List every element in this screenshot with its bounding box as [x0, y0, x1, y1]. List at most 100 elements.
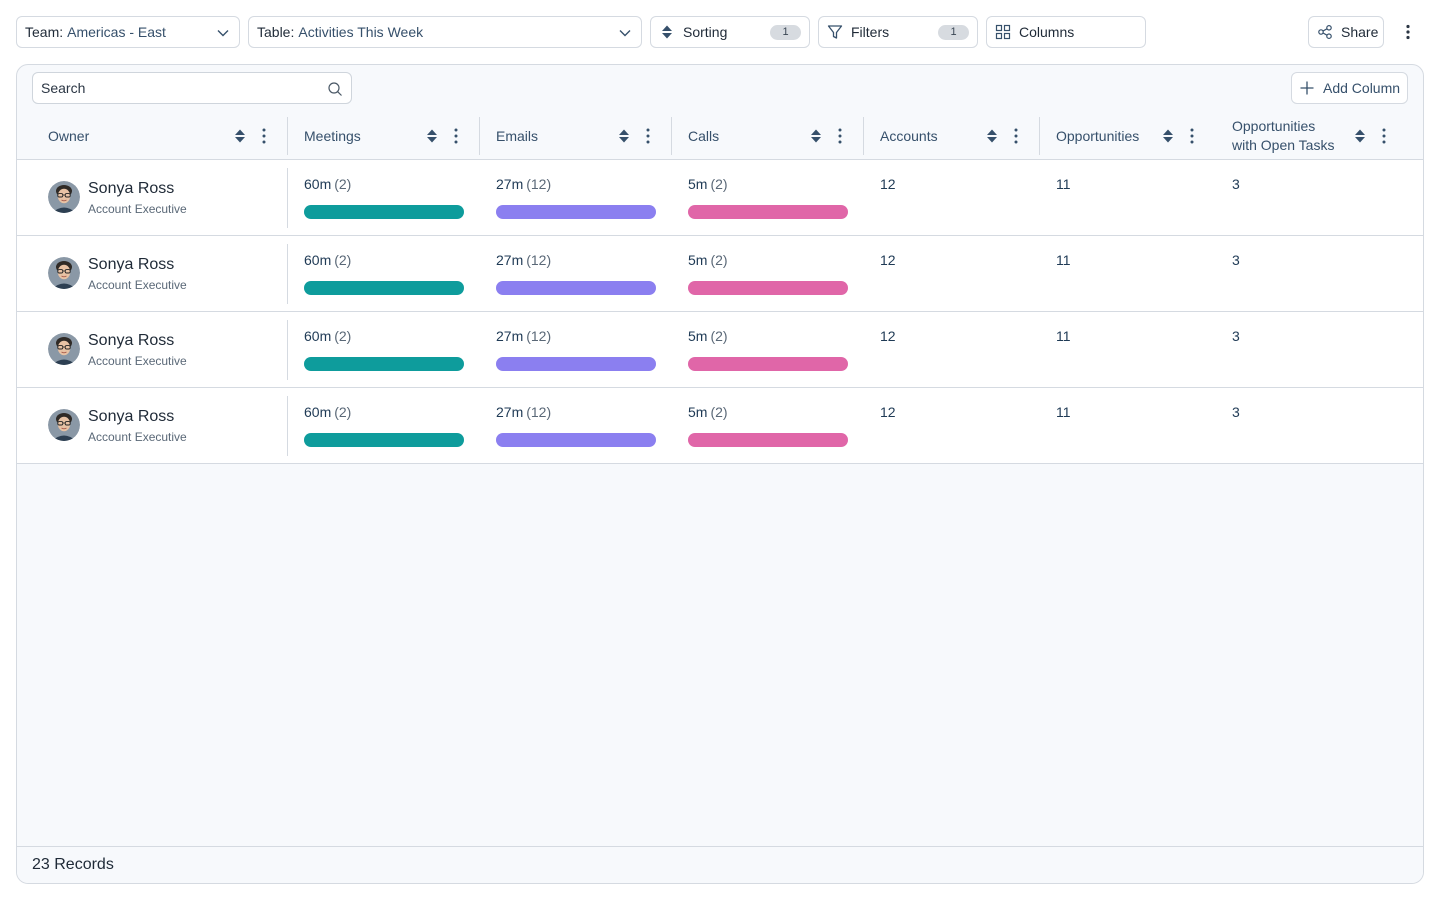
- sort-icon[interactable]: [1162, 129, 1174, 143]
- column-header-open-tasks[interactable]: Opportunities with Open Tasks: [1216, 113, 1423, 159]
- sort-icon[interactable]: [618, 129, 630, 143]
- sort-icon[interactable]: [426, 129, 438, 143]
- owner-role: Account Executive: [88, 354, 187, 368]
- team-selector[interactable]: Team: Americas - East: [16, 16, 240, 48]
- column-divider[interactable]: [863, 117, 864, 155]
- sort-icon[interactable]: [810, 129, 822, 143]
- sort-icon[interactable]: [986, 129, 998, 143]
- table-selector-key: Table:: [257, 24, 295, 40]
- opportunities-cell: 11: [1040, 312, 1216, 387]
- table-row[interactable]: Sonya Ross Account Executive 60m (2) 27m(…: [17, 160, 1423, 236]
- sort-icon[interactable]: [1354, 129, 1366, 143]
- meetings-bar: [304, 205, 464, 219]
- open-tasks-value: 3: [1232, 328, 1240, 344]
- team-selector-value: Americas - East: [67, 24, 166, 40]
- column-menu-icon[interactable]: [1190, 128, 1194, 144]
- calls-time: 5m: [688, 404, 708, 420]
- column-menu-icon[interactable]: [1014, 128, 1018, 144]
- column-divider[interactable]: [287, 117, 288, 155]
- chevron-down-icon: [619, 30, 631, 37]
- open-tasks-value: 3: [1232, 252, 1240, 268]
- more-options-icon[interactable]: [1400, 24, 1416, 40]
- emails-value: 27m (12): [496, 252, 551, 268]
- table-row[interactable]: Sonya Ross Account Executive 60m (2) 27m(…: [17, 236, 1423, 312]
- avatar: [48, 181, 80, 213]
- calls-value: 5m (2): [688, 404, 728, 420]
- meetings-value: 60m (2): [304, 252, 351, 268]
- column-header-label: Emails: [496, 127, 539, 144]
- calls-cell: 5m (2): [672, 236, 864, 311]
- column-menu-icon[interactable]: [646, 128, 650, 144]
- calls-bar: [688, 281, 848, 295]
- grid-icon: [995, 24, 1011, 40]
- calls-time: 5m: [688, 328, 708, 344]
- accounts-cell: 12: [864, 312, 1040, 387]
- meetings-count: (2): [334, 252, 352, 268]
- calls-value: 5m (2): [688, 176, 728, 192]
- meetings-count: (2): [334, 176, 352, 192]
- filter-icon: [827, 25, 843, 39]
- sorting-label: Sorting: [683, 24, 728, 40]
- column-menu-icon[interactable]: [454, 128, 458, 144]
- table-row[interactable]: Sonya Ross Account Executive 60m (2) 27m(…: [17, 388, 1423, 464]
- column-header-meetings[interactable]: Meetings: [288, 113, 480, 159]
- share-button[interactable]: Share: [1308, 16, 1384, 48]
- column-menu-icon[interactable]: [1382, 128, 1386, 144]
- column-divider[interactable]: [479, 117, 480, 155]
- opportunities-value: 11: [1056, 176, 1071, 192]
- column-header-emails[interactable]: Emails: [480, 113, 672, 159]
- owner-name[interactable]: Sonya Ross: [88, 408, 175, 425]
- sort-icon[interactable]: [234, 129, 246, 143]
- open-tasks-cell: 3: [1216, 388, 1423, 463]
- meetings-cell: 60m (2): [288, 160, 480, 235]
- owner-name[interactable]: Sonya Ross: [88, 256, 175, 273]
- owner-role: Account Executive: [88, 202, 187, 216]
- sorting-button[interactable]: Sorting 1: [650, 16, 810, 48]
- column-header-accounts[interactable]: Accounts: [864, 113, 1040, 159]
- column-divider[interactable]: [671, 117, 672, 155]
- table-footer: 23 Records: [17, 846, 1423, 883]
- accounts-cell: 12: [864, 236, 1040, 311]
- opportunities-value: 11: [1056, 328, 1071, 344]
- owner-cell: Sonya Ross Account Executive: [17, 160, 288, 235]
- meetings-cell: 60m (2): [288, 312, 480, 387]
- column-divider[interactable]: [1039, 117, 1040, 155]
- columns-button[interactable]: Columns: [986, 16, 1146, 48]
- open-tasks-cell: 3: [1216, 160, 1423, 235]
- emails-bar: [496, 357, 656, 371]
- owner-name[interactable]: Sonya Ross: [88, 180, 175, 197]
- opportunities-value: 11: [1056, 404, 1071, 420]
- calls-cell: 5m (2): [672, 160, 864, 235]
- column-divider: [287, 168, 288, 228]
- filters-button[interactable]: Filters 1: [818, 16, 978, 48]
- toolbar: Team: Americas - East Table: Activities …: [16, 16, 1424, 48]
- search-input[interactable]: [33, 73, 313, 103]
- emails-time: 27m: [496, 404, 524, 420]
- column-menu-icon[interactable]: [838, 128, 842, 144]
- column-header-label: Owner: [48, 127, 90, 144]
- owner-name[interactable]: Sonya Ross: [88, 332, 175, 349]
- column-header-opportunities[interactable]: Opportunities: [1040, 113, 1216, 159]
- calls-count: (2): [710, 176, 728, 192]
- table-row[interactable]: Sonya Ross Account Executive 60m (2) 27m(…: [17, 312, 1423, 388]
- search-icon[interactable]: [327, 81, 343, 97]
- column-divider: [287, 320, 288, 380]
- emails-cell: 27m (12): [480, 160, 672, 235]
- add-column-button[interactable]: Add Column: [1291, 72, 1408, 104]
- opportunities-cell: 11: [1040, 236, 1216, 311]
- column-header-owner[interactable]: Owner: [32, 113, 288, 159]
- column-menu-icon[interactable]: [262, 128, 266, 144]
- columns-label: Columns: [1019, 24, 1075, 40]
- open-tasks-cell: 3: [1216, 312, 1423, 387]
- emails-time: 27m: [496, 328, 524, 344]
- owner-cell: Sonya Ross Account Executive: [17, 236, 288, 311]
- calls-count: (2): [710, 252, 728, 268]
- table-panel: Add Column Owner Meetings Emails Calls: [16, 64, 1424, 884]
- column-divider: [287, 244, 288, 304]
- emails-time: 27m: [496, 176, 524, 192]
- meetings-value: 60m (2): [304, 328, 351, 344]
- calls-bar: [688, 433, 848, 447]
- opportunities-cell: 11: [1040, 160, 1216, 235]
- column-header-calls[interactable]: Calls: [672, 113, 864, 159]
- table-selector[interactable]: Table: Activities This Week: [248, 16, 642, 48]
